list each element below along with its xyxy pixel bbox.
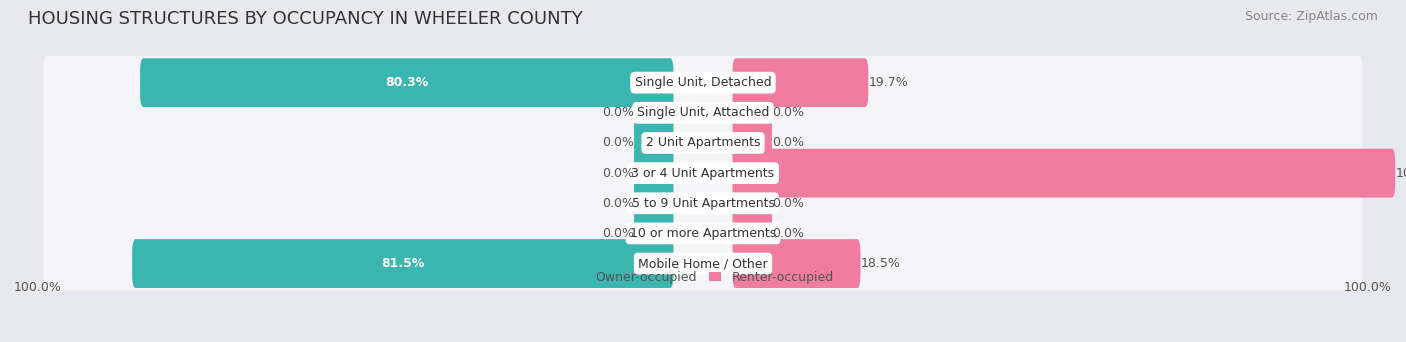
FancyBboxPatch shape (44, 237, 1362, 290)
FancyBboxPatch shape (634, 209, 673, 258)
Text: 0.0%: 0.0% (772, 136, 804, 149)
Text: 81.5%: 81.5% (381, 257, 425, 270)
Text: 0.0%: 0.0% (602, 227, 634, 240)
FancyBboxPatch shape (44, 176, 1362, 230)
Text: 0.0%: 0.0% (772, 227, 804, 240)
Text: 0.0%: 0.0% (602, 197, 634, 210)
Text: 100.0%: 100.0% (1395, 167, 1406, 180)
Text: 10 or more Apartments: 10 or more Apartments (630, 227, 776, 240)
Text: 0.0%: 0.0% (772, 197, 804, 210)
Text: Single Unit, Detached: Single Unit, Detached (634, 76, 772, 89)
Text: Single Unit, Attached: Single Unit, Attached (637, 106, 769, 119)
Text: Source: ZipAtlas.com: Source: ZipAtlas.com (1244, 10, 1378, 23)
FancyBboxPatch shape (132, 239, 673, 288)
FancyBboxPatch shape (733, 119, 772, 167)
FancyBboxPatch shape (44, 86, 1362, 140)
Text: 3 or 4 Unit Apartments: 3 or 4 Unit Apartments (631, 167, 775, 180)
FancyBboxPatch shape (634, 119, 673, 167)
FancyBboxPatch shape (44, 56, 1362, 109)
FancyBboxPatch shape (733, 239, 860, 288)
Text: Mobile Home / Other: Mobile Home / Other (638, 257, 768, 270)
Text: 100.0%: 100.0% (1344, 280, 1392, 293)
FancyBboxPatch shape (733, 88, 772, 137)
FancyBboxPatch shape (733, 149, 1395, 198)
FancyBboxPatch shape (44, 146, 1362, 200)
FancyBboxPatch shape (141, 58, 673, 107)
Text: 18.5%: 18.5% (860, 257, 900, 270)
FancyBboxPatch shape (634, 179, 673, 228)
FancyBboxPatch shape (634, 149, 673, 198)
Text: 0.0%: 0.0% (602, 106, 634, 119)
Legend: Owner-occupied, Renter-occupied: Owner-occupied, Renter-occupied (568, 266, 838, 289)
Text: 2 Unit Apartments: 2 Unit Apartments (645, 136, 761, 149)
Text: 19.7%: 19.7% (869, 76, 908, 89)
FancyBboxPatch shape (733, 58, 869, 107)
FancyBboxPatch shape (733, 209, 772, 258)
Text: 5 to 9 Unit Apartments: 5 to 9 Unit Apartments (631, 197, 775, 210)
FancyBboxPatch shape (44, 207, 1362, 260)
FancyBboxPatch shape (44, 116, 1362, 170)
Text: 80.3%: 80.3% (385, 76, 429, 89)
Text: HOUSING STRUCTURES BY OCCUPANCY IN WHEELER COUNTY: HOUSING STRUCTURES BY OCCUPANCY IN WHEEL… (28, 10, 583, 28)
Text: 100.0%: 100.0% (14, 280, 62, 293)
Text: 0.0%: 0.0% (602, 136, 634, 149)
Text: 0.0%: 0.0% (602, 167, 634, 180)
FancyBboxPatch shape (634, 88, 673, 137)
FancyBboxPatch shape (733, 179, 772, 228)
Text: 0.0%: 0.0% (772, 106, 804, 119)
